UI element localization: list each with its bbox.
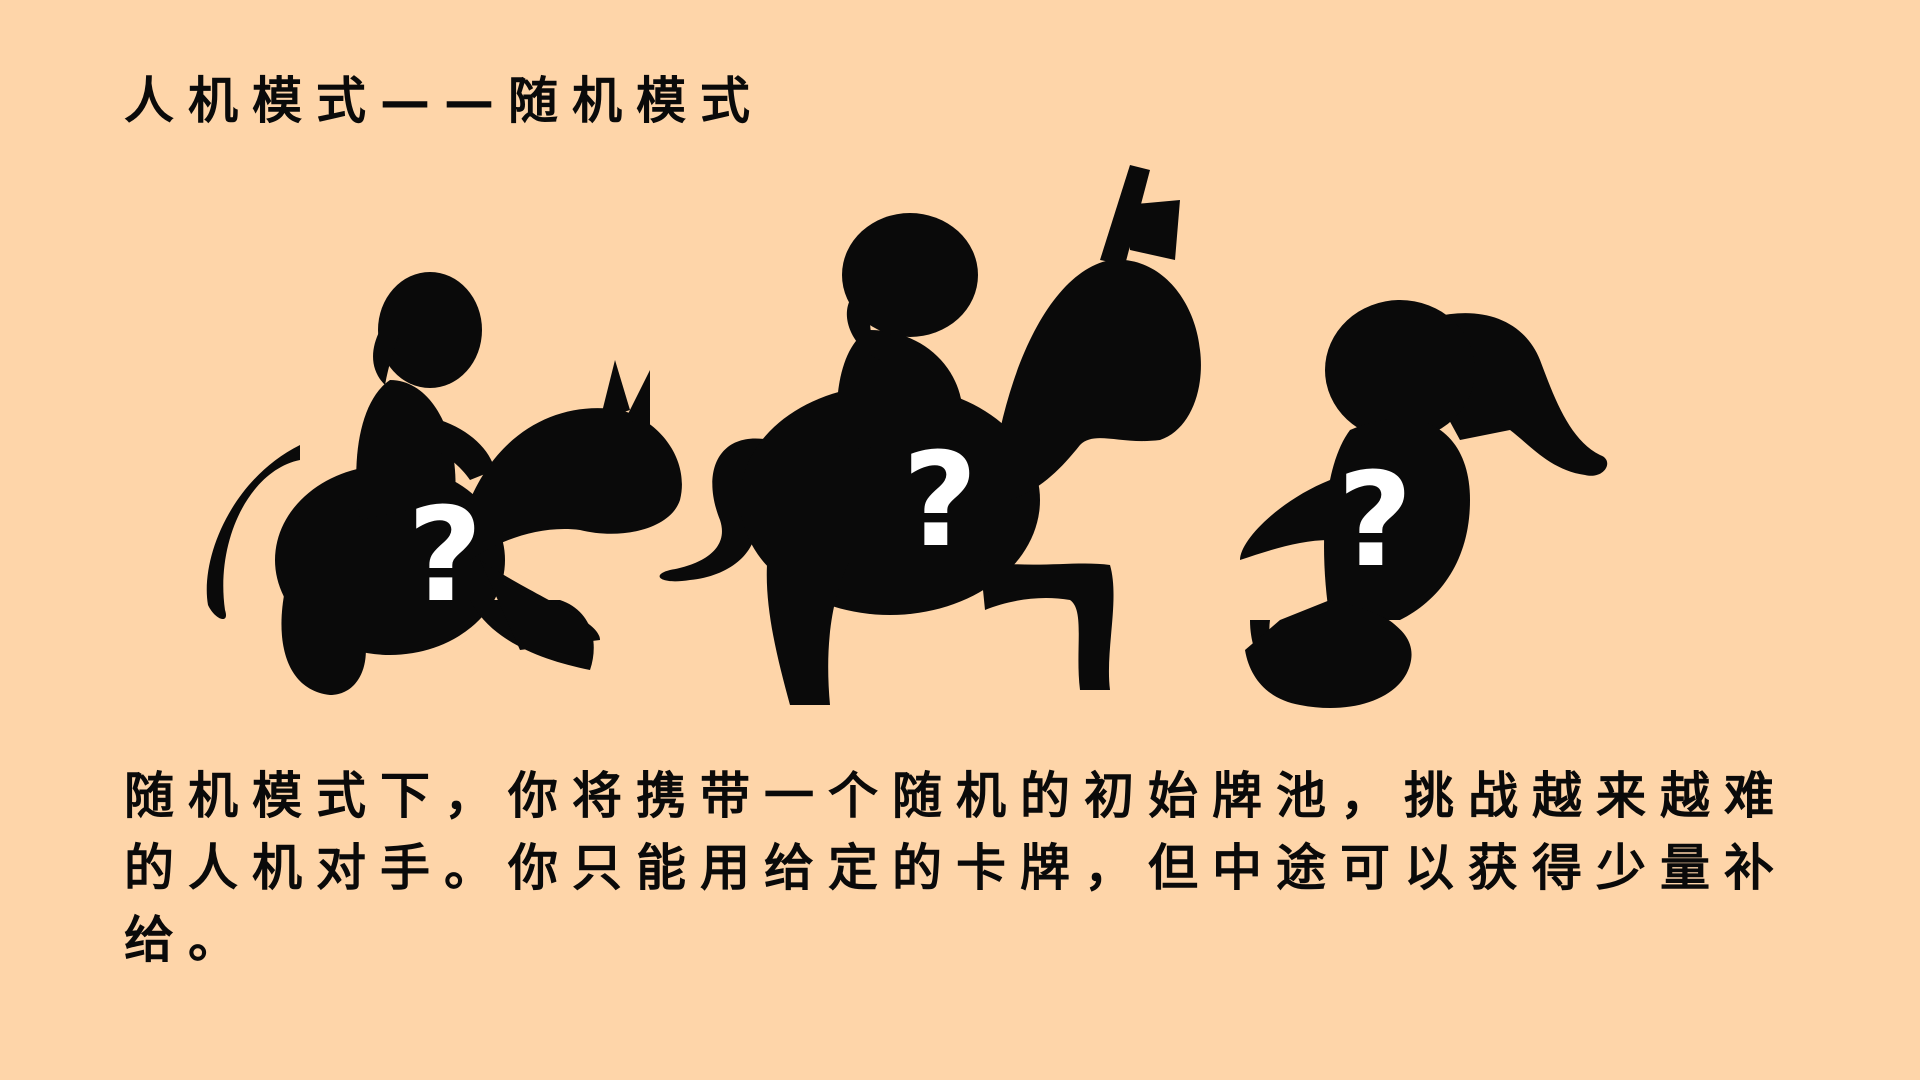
slide-title: 人机模式——随机模式 <box>124 72 764 130</box>
description-line-3: 给。 <box>124 911 252 969</box>
question-mark-1: ? <box>407 479 482 631</box>
rider-on-seahorse-silhouette <box>1240 300 1608 709</box>
question-mark-2: ? <box>902 424 977 576</box>
slide-description: 随机模式下，你将携带一个随机的初始牌池，挑战越来越难 的人机对手。你只能用给定的… <box>124 760 1824 976</box>
description-line-2: 的人机对手。你只能用给定的卡牌，但中途可以获得少量补 <box>124 839 1788 897</box>
question-mark-3: ? <box>1337 444 1412 596</box>
rider-on-unicorn-silhouette <box>659 165 1201 705</box>
description-line-1: 随机模式下，你将携带一个随机的初始牌池，挑战越来越难 <box>124 767 1788 825</box>
rider-on-pony-silhouette <box>206 272 682 695</box>
